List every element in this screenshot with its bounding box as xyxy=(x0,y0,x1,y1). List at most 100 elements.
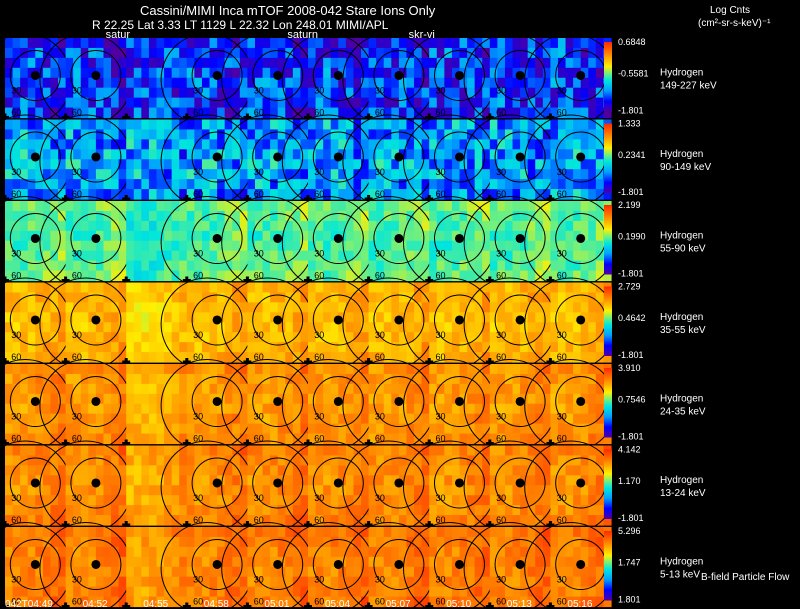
ring-30 xyxy=(252,131,304,183)
ring-30 xyxy=(434,375,485,427)
frame-mark xyxy=(485,602,494,609)
ring-label-60: 60 xyxy=(314,352,324,362)
ring-label-60: 60 xyxy=(557,515,567,525)
ring-label-60: 60 xyxy=(557,189,567,199)
ring-label-60: 60 xyxy=(496,515,506,525)
ring-label-30: 30 xyxy=(254,411,264,421)
ring-label-60: 60 xyxy=(375,596,385,606)
ena-frame xyxy=(126,445,188,526)
saturn-marker xyxy=(273,70,283,80)
ring-label-30: 30 xyxy=(375,574,385,584)
ring-30 xyxy=(494,294,546,346)
ring-label-60: 60 xyxy=(375,515,385,525)
ena-frame xyxy=(429,201,491,282)
ring-label-60: 60 xyxy=(254,352,264,362)
ring-label-60: 60 xyxy=(72,107,82,117)
ena-frame xyxy=(186,38,248,119)
saturn-marker xyxy=(273,233,283,243)
ring-label-30: 30 xyxy=(436,330,446,340)
ring-label-60: 60 xyxy=(557,433,567,443)
species-label: Hydrogen xyxy=(660,475,703,486)
ring-30 xyxy=(191,457,243,509)
ring-label-30: 30 xyxy=(557,85,567,95)
ring-label-30: 30 xyxy=(72,493,82,503)
ring-label-60: 60 xyxy=(11,596,21,606)
scale-label: 4.142 xyxy=(618,445,641,455)
ring-30 xyxy=(494,49,546,101)
color-bar xyxy=(604,368,612,438)
ring-30 xyxy=(494,457,546,509)
species-label: Hydrogen xyxy=(660,556,703,567)
ring-30 xyxy=(191,294,243,346)
ring-label-60: 60 xyxy=(436,189,446,199)
scale-label: 1.747 xyxy=(618,557,641,567)
ring-label-30: 30 xyxy=(314,330,324,340)
ring-30 xyxy=(70,375,122,427)
ring-label-60: 60 xyxy=(193,107,203,117)
ring-30 xyxy=(252,538,304,590)
ring-label-30: 30 xyxy=(557,493,567,503)
scale-label: -1.801 xyxy=(618,350,644,360)
ring-30 xyxy=(252,457,304,509)
ring-30 xyxy=(252,49,304,101)
ring-label-30: 30 xyxy=(254,574,264,584)
ring-30 xyxy=(312,131,364,183)
ena-frame xyxy=(429,38,491,119)
chart-title: Cassini/MIMI Inca mTOF 2008-042 Stare Io… xyxy=(140,3,436,18)
ena-frame xyxy=(550,38,612,119)
ring-label-30: 30 xyxy=(557,330,567,340)
ena-frame xyxy=(368,527,430,608)
time-label: 05:04 xyxy=(325,599,350,609)
ena-frame xyxy=(247,38,309,119)
scale-label: -1.801 xyxy=(618,269,644,279)
ring-label-30: 30 xyxy=(254,248,264,258)
saturn-marker xyxy=(91,396,101,406)
saturn-marker xyxy=(91,559,101,569)
ring-label-30: 30 xyxy=(254,330,264,340)
saturn-marker xyxy=(394,233,404,243)
ring-label-30: 30 xyxy=(557,411,567,421)
saturn-marker xyxy=(576,315,586,325)
ring-label-60: 60 xyxy=(375,352,385,362)
ring-label-30: 30 xyxy=(496,248,506,258)
saturn-marker xyxy=(515,559,525,569)
saturn-marker xyxy=(30,478,40,488)
saturn-marker xyxy=(333,70,343,80)
saturn-marker xyxy=(273,315,283,325)
ring-30 xyxy=(373,538,425,590)
ring-label-30: 30 xyxy=(193,248,203,258)
ring-30 xyxy=(252,294,304,346)
ring-label-60: 60 xyxy=(375,433,385,443)
ring-30 xyxy=(70,538,122,590)
saturn-marker xyxy=(455,559,464,569)
scale-label: 1.801 xyxy=(618,595,641,605)
saturn-marker xyxy=(515,396,525,406)
ring-label-60: 60 xyxy=(254,270,264,280)
scale-label: -0.5581 xyxy=(618,68,649,78)
ring-label-60: 60 xyxy=(496,189,506,199)
ring-30 xyxy=(70,294,122,346)
color-bar xyxy=(604,449,612,519)
saturn-marker xyxy=(394,559,404,569)
ring-30 xyxy=(373,212,425,264)
saturn-marker xyxy=(576,233,586,243)
saturn-marker xyxy=(455,396,464,406)
ring-label-30: 30 xyxy=(496,330,506,340)
ring-30 xyxy=(312,457,364,509)
scale-label: 0.1990 xyxy=(618,231,646,241)
ring-label-30: 30 xyxy=(193,493,203,503)
ena-frame xyxy=(65,119,127,200)
ring-label-30: 30 xyxy=(11,411,21,421)
chart-subtitle: R 22.25 Lat 3.33 LT 1129 L 22.32 Lon 248… xyxy=(92,18,389,32)
ena-frame xyxy=(429,364,491,445)
ring-30 xyxy=(312,375,364,427)
ena-frame xyxy=(247,445,309,526)
ring-label-30: 30 xyxy=(193,411,203,421)
ena-frame xyxy=(65,38,127,119)
color-bar xyxy=(604,42,612,112)
saturn-marker xyxy=(455,478,464,488)
ring-label-30: 30 xyxy=(72,411,82,421)
time-label: 05:13 xyxy=(507,599,532,609)
ring-label-30: 30 xyxy=(193,574,203,584)
